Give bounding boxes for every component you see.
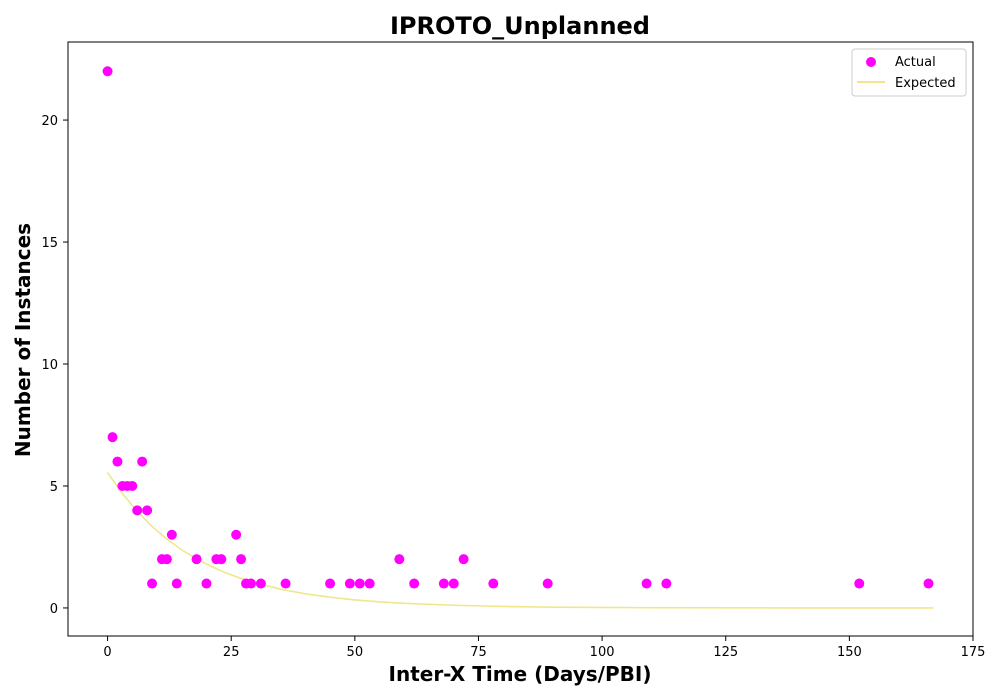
actual-point	[236, 554, 247, 565]
actual-point	[166, 529, 177, 540]
x-tick-label: 75	[470, 645, 487, 660]
actual-point	[102, 66, 113, 77]
legend-actual-marker	[866, 57, 876, 67]
actual-point	[112, 456, 123, 467]
actual-point	[280, 578, 291, 589]
actual-point	[923, 578, 934, 589]
x-tick-label: 125	[713, 645, 738, 660]
actual-point	[438, 578, 449, 589]
actual-point	[245, 578, 256, 589]
expected-line	[106, 472, 934, 609]
actual-point	[542, 578, 553, 589]
actual-point	[255, 578, 266, 589]
legend-actual-label: Actual	[895, 55, 936, 70]
x-tick-label: 150	[837, 645, 862, 660]
legend: Actual Expected	[851, 48, 967, 97]
actual-point	[216, 554, 227, 565]
y-tick-label: 20	[41, 114, 58, 129]
actual-point	[201, 578, 212, 589]
x-axis-ticks: 0 25 50 75 100 125 150 175	[103, 636, 985, 660]
actual-point	[354, 578, 365, 589]
chart-title: IPROTO_Unplanned	[390, 12, 650, 40]
actual-series	[102, 66, 934, 589]
x-tick-label: 100	[590, 645, 615, 660]
expected-series	[106, 472, 934, 609]
actual-point	[142, 505, 153, 516]
actual-point	[147, 578, 158, 589]
actual-point	[325, 578, 336, 589]
x-tick-label: 0	[103, 645, 111, 660]
actual-point	[364, 578, 375, 589]
y-axis-ticks: 0 5 10 15 20	[41, 114, 68, 617]
y-axis-label: Number of Instances	[11, 223, 35, 457]
actual-point	[231, 529, 242, 540]
y-tick-label: 0	[50, 602, 58, 617]
actual-point	[107, 432, 118, 443]
x-axis-label: Inter-X Time (Days/PBI)	[389, 662, 652, 686]
actual-point	[394, 554, 405, 565]
x-tick-label: 50	[347, 645, 364, 660]
actual-point	[409, 578, 420, 589]
legend-box	[851, 48, 967, 97]
actual-point	[137, 456, 148, 467]
actual-point	[171, 578, 182, 589]
actual-point	[488, 578, 499, 589]
actual-point	[448, 578, 459, 589]
actual-point	[344, 578, 355, 589]
actual-point	[641, 578, 652, 589]
x-tick-label: 175	[961, 645, 986, 660]
axes-frame	[67, 41, 974, 637]
plot-area: 0 25 50 75 100 125 150 175 0 5 10 15 20	[41, 41, 985, 660]
actual-point	[854, 578, 865, 589]
x-tick-label: 25	[223, 645, 240, 660]
actual-point	[191, 554, 202, 565]
actual-point	[132, 505, 143, 516]
actual-point	[661, 578, 672, 589]
y-tick-label: 10	[41, 358, 58, 373]
y-tick-label: 15	[41, 236, 58, 251]
legend-expected-label: Expected	[895, 76, 956, 91]
y-tick-label: 5	[50, 480, 58, 495]
actual-point	[458, 554, 469, 565]
actual-point	[127, 480, 138, 491]
actual-point	[161, 554, 172, 565]
